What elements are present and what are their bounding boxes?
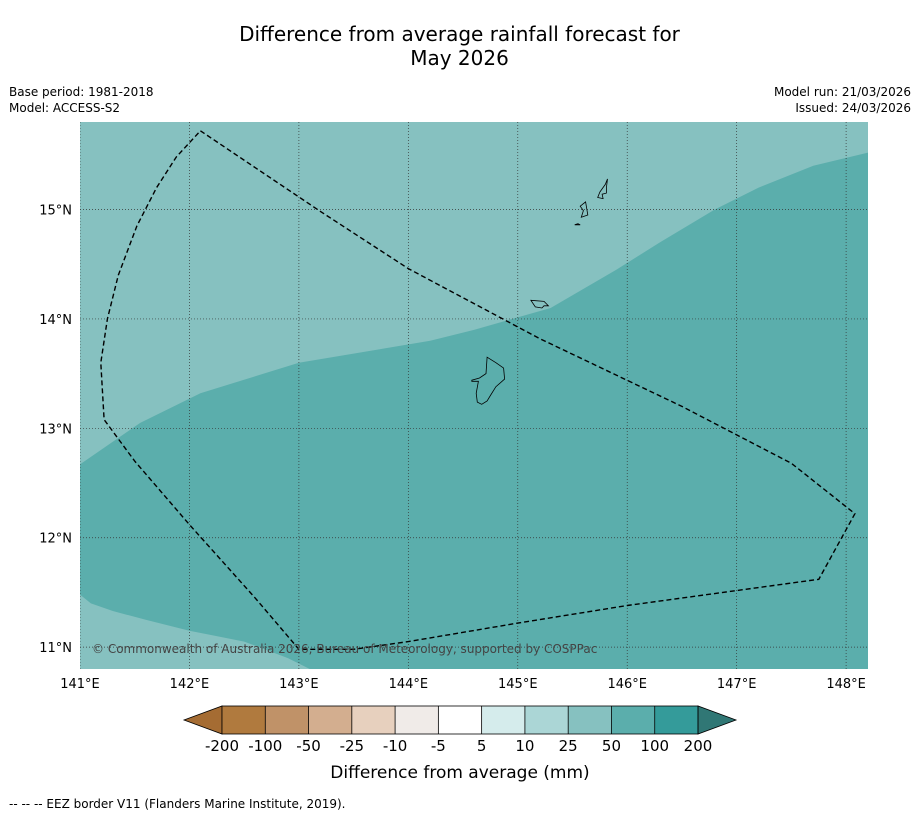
eez-border (100, 130, 856, 650)
lon-tick-label: 145°E (498, 677, 538, 692)
eez-legend-note: -- -- -- EEZ border V11 (Flanders Marine… (9, 797, 346, 811)
colorbar-tick-label: 200 (684, 737, 713, 755)
colorbar-tick-label: -10 (383, 737, 408, 755)
colorbar-tick-label: -200 (205, 737, 239, 755)
colorbar-segment (611, 706, 655, 734)
island-saipan (597, 178, 608, 200)
lat-tick-label: 15°N (39, 204, 72, 219)
lon-tick-label: 148°E (826, 677, 866, 692)
colorbar: -200 -100 -50 -25 -10 -5 5 10 25 50 100 200 (182, 705, 738, 755)
colorbar-tick-label: -25 (340, 737, 365, 755)
model-run: Model run: 21/03/2026 (773, 85, 911, 99)
island-rota (530, 299, 550, 309)
lon-tick-label: 142°E (170, 677, 210, 692)
colorbar-segment (308, 706, 352, 734)
rainfall-regions (80, 122, 868, 669)
colorbar-label: Difference from average (mm) (330, 763, 589, 783)
latitude-tick-labels: 11°N 12°N 13°N 14°N 15°N (39, 204, 72, 657)
lat-tick-label: 13°N (39, 422, 72, 437)
lat-tick-label: 12°N (39, 532, 72, 547)
map-title: Difference from average rainfall forecas… (0, 22, 919, 70)
colorbar-tick-label: 100 (640, 737, 669, 755)
issued-date: Issued: 24/03/2026 (795, 101, 911, 115)
lon-tick-label: 146°E (607, 677, 647, 692)
colorbar-segment (395, 706, 439, 734)
colorbar-segment (351, 706, 396, 734)
longitude-tick-labels: 141°E 142°E 143°E 144°E 145°E 146°E 147°E 148°E (60, 677, 866, 692)
island-tinian (579, 201, 589, 218)
colorbar-tick-label: 5 (477, 737, 487, 755)
colorbar-tick-label: 25 (559, 737, 578, 755)
colorbar-tick-label: -50 (296, 737, 321, 755)
colorbar-segment (222, 706, 266, 734)
rainfall-region-2 (80, 152, 868, 669)
colorbar-low-extension (182, 705, 223, 735)
base-period: Base period: 1981-2018 (9, 85, 154, 99)
model-name: Model: ACCESS-S2 (9, 101, 121, 115)
title-line-1: Difference from average rainfall forecas… (239, 22, 680, 46)
coastlines (471, 178, 608, 405)
colorbar-segment (568, 706, 612, 734)
colorbar-segment (481, 706, 525, 734)
lon-tick-label: 144°E (389, 677, 429, 692)
island-guam (471, 356, 506, 405)
island-aguijan (574, 223, 581, 226)
copyright-text: © Commonwealth of Australia 2026, Bureau… (92, 642, 597, 656)
colorbar-segment (265, 706, 309, 734)
lat-tick-label: 14°N (39, 313, 72, 328)
colorbar-tick-label: 50 (602, 737, 621, 755)
title-line-2: May 2026 (410, 46, 509, 70)
colorbar-segment (524, 706, 569, 734)
colorbar-tick-label: -5 (431, 737, 446, 755)
eez-border-line (100, 130, 856, 650)
colorbar-tick-label: 10 (515, 737, 534, 755)
colorbar-outline (221, 705, 699, 735)
graticule (80, 122, 868, 669)
lat-tick-label: 11°N (39, 641, 72, 656)
meta-right: Model run: 21/03/2026 Issued: 24/03/2026 (774, 84, 911, 116)
lon-tick-label: 141°E (60, 677, 100, 692)
lon-tick-label: 147°E (717, 677, 757, 692)
meta-left: Base period: 1981-2018 Model: ACCESS-S2 (9, 84, 154, 116)
colorbar-high-extension (697, 705, 738, 735)
colorbar-tick-label: -100 (248, 737, 282, 755)
colorbar-segment (438, 706, 482, 734)
lon-tick-label: 143°E (279, 677, 319, 692)
colorbar-segment (654, 706, 698, 734)
